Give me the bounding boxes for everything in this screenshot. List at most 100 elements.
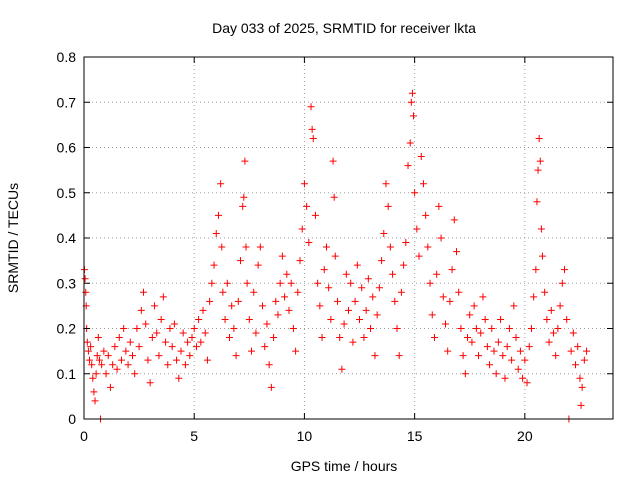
data-point (494, 338, 502, 346)
data-point (519, 374, 527, 382)
data-point (536, 157, 544, 165)
data-point (543, 315, 551, 323)
data-point (308, 125, 316, 133)
data-point (333, 297, 341, 305)
data-point (408, 89, 416, 97)
data-point (248, 347, 256, 355)
data-point (239, 202, 247, 210)
data-point (464, 334, 472, 342)
data-point (336, 334, 344, 342)
data-point (113, 365, 121, 373)
data-point (259, 302, 267, 310)
data-point (345, 306, 352, 314)
data-point (210, 261, 218, 269)
data-point (486, 361, 494, 369)
data-point (501, 374, 509, 382)
data-point (250, 288, 258, 296)
data-point (289, 325, 297, 332)
data-point (100, 347, 108, 355)
data-point (530, 293, 538, 301)
data-point (159, 293, 167, 301)
data-point (311, 211, 319, 219)
data-point (270, 334, 278, 342)
data-point (151, 302, 159, 310)
data-point (490, 347, 498, 355)
data-point (135, 343, 143, 351)
data-point (199, 306, 207, 314)
data-point (558, 279, 566, 287)
data-point (492, 370, 500, 378)
data-point (406, 139, 414, 147)
data-point (274, 311, 282, 319)
data-point (537, 225, 545, 233)
data-point (173, 356, 181, 364)
data-point (574, 343, 582, 351)
data-point (201, 329, 209, 337)
data-point (109, 361, 117, 369)
data-point (499, 352, 507, 360)
y-tick-label: 0.3 (57, 275, 77, 291)
data-point (294, 288, 302, 296)
data-point (83, 338, 91, 346)
data-point (309, 134, 317, 142)
data-point (417, 153, 425, 161)
data-point (508, 356, 516, 364)
y-tick-label: 0.1 (57, 366, 77, 382)
data-point (146, 379, 154, 387)
data-point (241, 157, 249, 165)
data-point (195, 315, 203, 323)
data-point (380, 229, 388, 237)
data-point (267, 383, 275, 391)
x-axis-label: GPS time / hours (291, 458, 398, 474)
data-point (541, 288, 549, 296)
data-point (240, 193, 248, 201)
data-point (92, 370, 100, 378)
data-point (265, 361, 273, 369)
data-point (532, 266, 540, 274)
data-point (556, 302, 564, 310)
data-point (455, 288, 463, 296)
data-point (221, 315, 229, 323)
data-point (144, 356, 152, 364)
data-point (453, 248, 461, 256)
data-point (230, 325, 238, 332)
data-point (382, 180, 390, 188)
data-point (164, 361, 172, 369)
data-point (583, 347, 591, 355)
data-point (378, 257, 386, 265)
data-point (428, 311, 436, 319)
data-point (340, 320, 348, 328)
data-point (391, 297, 399, 305)
data-point (375, 284, 383, 292)
data-point (364, 275, 372, 283)
data-point (367, 325, 375, 332)
data-point (155, 352, 163, 360)
data-point (225, 334, 233, 342)
data-point (572, 361, 580, 369)
data-point (488, 325, 496, 332)
data-point (314, 279, 322, 287)
data-point (217, 180, 225, 188)
data-point (93, 352, 101, 360)
data-point (329, 157, 337, 165)
data-point (424, 243, 432, 251)
data-point (272, 297, 280, 305)
data-point (106, 383, 114, 391)
data-point (342, 270, 350, 278)
data-point (404, 162, 412, 170)
data-point (218, 243, 226, 251)
data-point (397, 288, 405, 296)
data-point (86, 356, 94, 364)
data-point (349, 338, 357, 346)
data-point (369, 293, 377, 301)
data-point (94, 334, 102, 342)
data-point (245, 315, 253, 323)
y-tick-label: 0.4 (57, 230, 77, 246)
data-point (168, 343, 176, 351)
data-point (170, 320, 178, 328)
data-point (426, 279, 434, 287)
data-point (351, 297, 359, 305)
data-point (415, 252, 423, 260)
data-point (422, 211, 430, 219)
x-tick-label: 5 (190, 428, 198, 444)
